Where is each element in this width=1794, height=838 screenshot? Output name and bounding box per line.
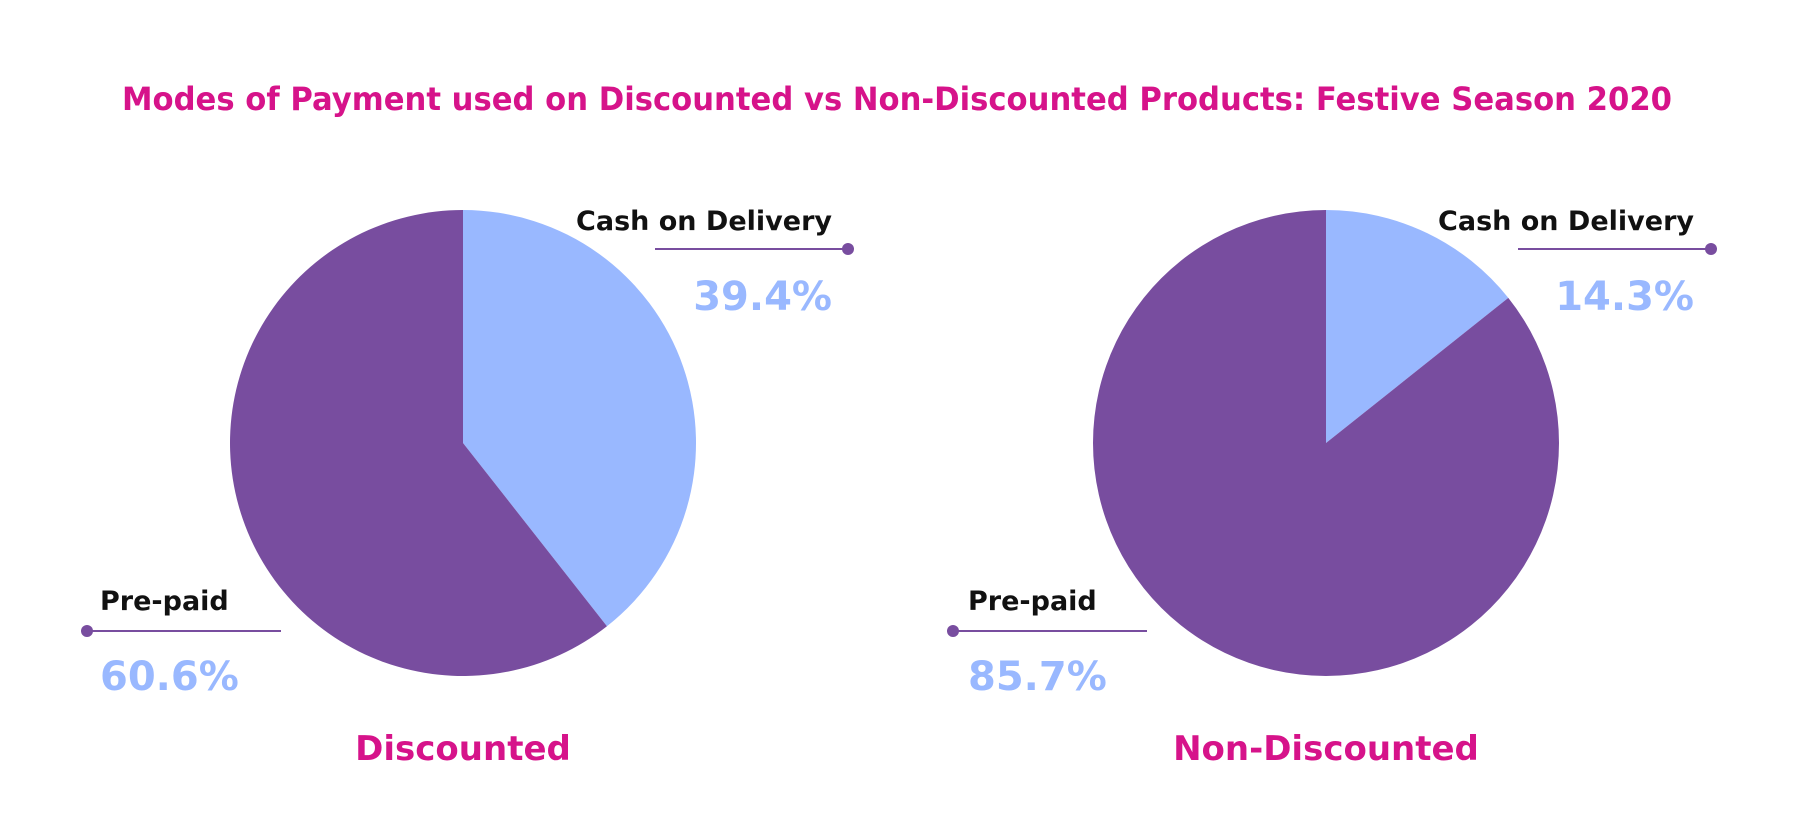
slice-value-cash-on-delivery: 14.3% [1555, 274, 1694, 320]
pie-slice-cash-on-delivery [1326, 210, 1509, 443]
pie-chart-non-discounted: Cash on Delivery 14.3% Pre-paid 85.7% Non-Di… [947, 206, 1717, 769]
pie-chart-title: Discounted [355, 729, 571, 769]
slice-label-pre-paid: Pre-paid [100, 586, 229, 617]
leader-dot-cash-on-delivery [1705, 243, 1717, 255]
chart-title: Modes of Payment used on Discounted vs N… [122, 80, 1672, 118]
leader-dot-pre-paid [947, 625, 959, 637]
pie-chart-title: Non-Discounted [1173, 729, 1479, 769]
slice-value-pre-paid: 60.6% [100, 654, 239, 700]
pie-chart-discounted: Cash on Delivery 39.4% Pre-paid 60.6% Discou… [81, 206, 854, 769]
slice-value-cash-on-delivery: 39.4% [693, 274, 832, 320]
leader-dot-pre-paid [81, 625, 93, 637]
pie-slice-cash-on-delivery [463, 210, 697, 627]
slice-value-pre-paid: 85.7% [968, 654, 1107, 700]
leader-dot-cash-on-delivery [842, 243, 854, 255]
pie-slice-pre-paid [1093, 210, 1560, 676]
slice-label-pre-paid: Pre-paid [968, 586, 1097, 617]
pie-slice-pre-paid [230, 210, 607, 677]
slice-label-cash-on-delivery: Cash on Delivery [1438, 206, 1694, 237]
slice-label-cash-on-delivery: Cash on Delivery [576, 206, 832, 237]
